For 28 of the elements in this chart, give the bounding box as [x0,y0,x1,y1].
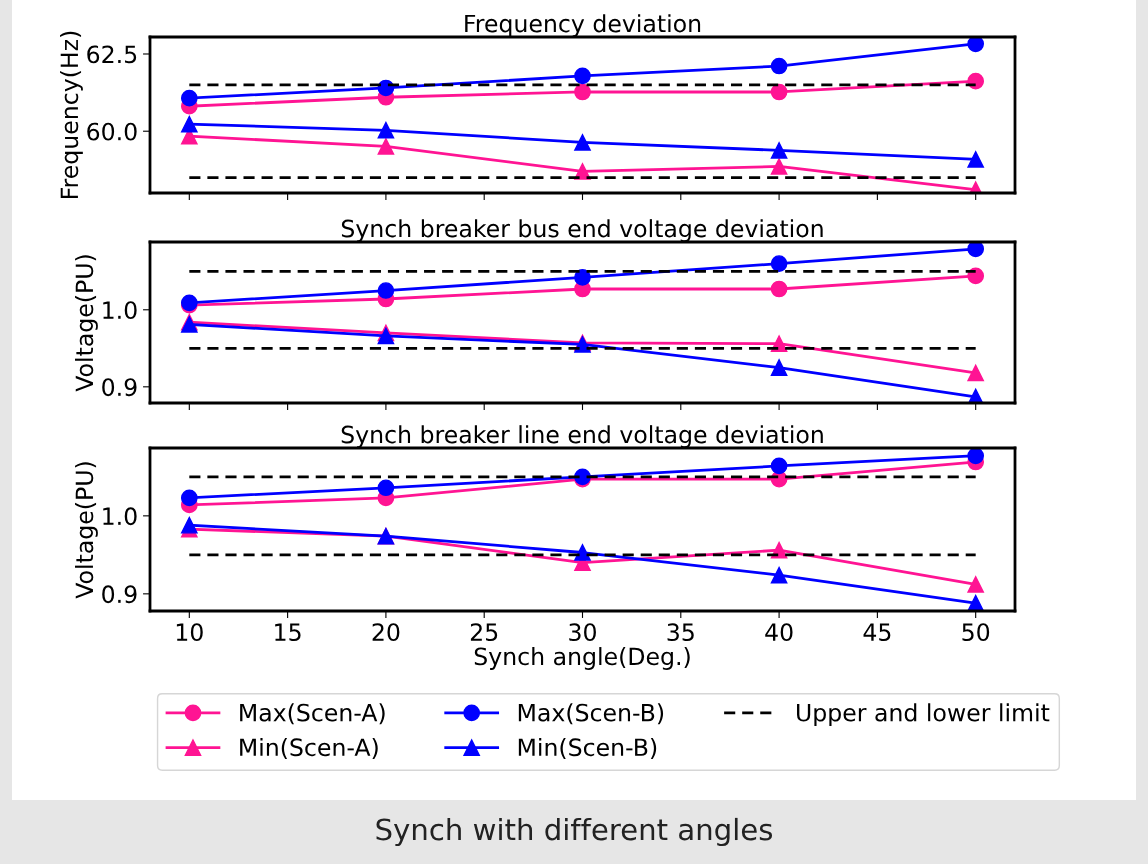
y-tick-label: 1.0 [103,507,137,526]
y-tick-label: 1.0 [103,301,137,320]
y-tick-label: 0.9 [102,378,137,397]
x-tick-label: 45 [863,623,891,642]
y-tick-label: 0.9 [102,585,137,604]
x-tick-label: 35 [667,623,694,642]
chart-title: Synch breaker bus end voltage deviation [341,219,823,242]
chart-title: Frequency deviation [465,14,701,37]
legend-label: Upper and lower limit [797,703,1050,727]
y-tick-label: 62.5 [87,45,137,64]
x-tick-label: 10 [176,623,203,642]
legend-label: Max(Scen-B) [518,703,664,725]
y-axis-title: Frequency(Hz) [60,31,83,198]
x-tick-label: 20 [372,623,400,642]
text: Synch with different angles [376,817,773,847]
y-axis-title: Voltage(PU) [75,462,98,599]
y-axis-title: Voltage(PU) [75,255,98,392]
x-axis-title: Synch angle(Deg.) [474,647,690,670]
x-tick-label: 50 [962,623,990,642]
x-tick-label: 15 [275,623,301,642]
x-tick-label: 25 [470,623,498,642]
x-tick-label: 30 [569,623,596,642]
y-tick-label: 60.0 [87,122,137,141]
legend-label: Max(Scen-A) [240,703,385,725]
x-tick-label: 40 [765,623,793,642]
legend-label: Min(Scen-B) [518,737,657,759]
chart-title: Synch breaker line end voltage deviation [341,425,823,448]
legend-label: Min(Scen-A) [240,737,378,759]
